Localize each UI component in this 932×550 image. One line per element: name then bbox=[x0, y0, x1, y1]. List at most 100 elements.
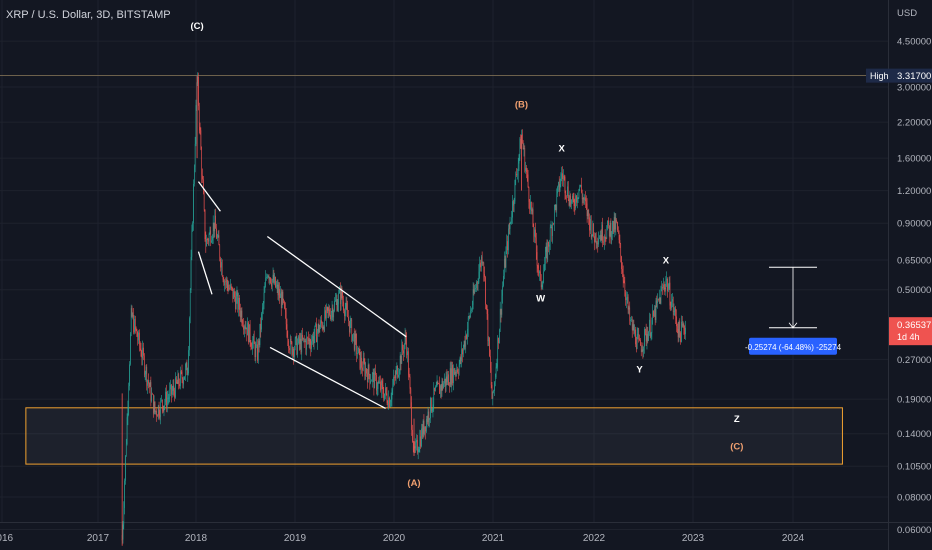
wave-label: (B) bbox=[515, 100, 528, 111]
measure-arrowhead bbox=[788, 322, 798, 329]
candle-body bbox=[474, 288, 476, 294]
candle-body bbox=[534, 229, 535, 237]
x-tick-label: 2020 bbox=[383, 533, 406, 544]
candle-body bbox=[617, 230, 619, 233]
candle-body bbox=[611, 234, 613, 239]
candle-body bbox=[445, 376, 447, 387]
candle-body bbox=[310, 344, 312, 349]
candle-body bbox=[209, 230, 211, 235]
candle-body bbox=[398, 374, 399, 378]
trendline[interactable] bbox=[266, 235, 407, 338]
candle-body bbox=[572, 196, 573, 200]
candle-body bbox=[125, 444, 127, 456]
candle-body bbox=[314, 325, 316, 337]
candle-body bbox=[174, 390, 175, 398]
candle-body bbox=[139, 332, 140, 345]
candle-body bbox=[533, 226, 535, 237]
candle-body bbox=[159, 415, 161, 417]
candle-body bbox=[666, 278, 667, 281]
candle-body bbox=[123, 507, 125, 525]
candle-body bbox=[338, 293, 339, 305]
candle-body bbox=[347, 308, 348, 318]
trendline[interactable] bbox=[197, 181, 221, 212]
candle-body bbox=[517, 174, 518, 176]
x-tick-label: 2016 bbox=[0, 533, 14, 544]
candle-body bbox=[317, 324, 319, 332]
candle-body bbox=[403, 344, 405, 354]
candle-body bbox=[230, 284, 232, 287]
candle-body bbox=[485, 277, 486, 305]
candle-body bbox=[579, 186, 581, 189]
y-tick-label: 0.90000 bbox=[897, 219, 931, 230]
candle-body bbox=[144, 373, 146, 375]
trendline[interactable] bbox=[269, 346, 386, 410]
candle-body bbox=[499, 329, 500, 344]
candle-body bbox=[308, 339, 310, 342]
candle-body bbox=[139, 344, 141, 349]
candle-body bbox=[609, 222, 611, 237]
candle-body bbox=[266, 276, 267, 278]
candle-body bbox=[197, 76, 198, 84]
candle-body bbox=[349, 320, 350, 333]
candle-body bbox=[412, 441, 414, 451]
candle-body bbox=[229, 287, 230, 289]
candle-body bbox=[461, 349, 462, 361]
candle-body bbox=[142, 347, 143, 359]
candle-body bbox=[613, 221, 614, 232]
candle-body bbox=[132, 315, 134, 317]
candle-body bbox=[134, 318, 136, 328]
candles bbox=[121, 72, 686, 546]
candle-body bbox=[563, 176, 564, 180]
candle-body bbox=[343, 301, 344, 311]
candle-body bbox=[613, 217, 615, 232]
candle-body bbox=[663, 284, 664, 289]
candle-body bbox=[384, 393, 385, 400]
candle-body bbox=[355, 333, 357, 338]
last-price-countdown: 1d 4h bbox=[897, 332, 920, 342]
candle-body bbox=[608, 220, 609, 226]
candle-body bbox=[421, 428, 423, 437]
candle-body bbox=[287, 336, 289, 341]
candle-body bbox=[227, 284, 229, 291]
candle-body bbox=[145, 366, 147, 374]
candle-body bbox=[453, 368, 454, 384]
symbol-title[interactable]: XRP / U.S. Dollar, 3D, BITSTAMP bbox=[6, 9, 171, 21]
candle-body bbox=[301, 335, 303, 353]
candle-body bbox=[516, 174, 517, 176]
candle-body bbox=[217, 235, 219, 237]
y-tick-label: 0.50000 bbox=[897, 285, 931, 296]
candle-body bbox=[290, 338, 292, 342]
candle-body bbox=[234, 291, 235, 298]
candle-body bbox=[590, 219, 591, 231]
candle-body bbox=[257, 344, 258, 361]
candle-body bbox=[626, 297, 627, 301]
candle-body bbox=[286, 324, 288, 337]
candle-body bbox=[305, 340, 307, 350]
candle-body bbox=[443, 383, 444, 389]
candle-body bbox=[315, 323, 316, 326]
candle-body bbox=[493, 390, 494, 392]
candle-body bbox=[165, 391, 166, 402]
candle-body bbox=[655, 300, 657, 320]
candle-body bbox=[566, 195, 567, 197]
x-tick-label: 2023 bbox=[682, 533, 705, 544]
candle-body bbox=[628, 307, 630, 310]
candle-body bbox=[508, 228, 509, 251]
candle-body bbox=[683, 324, 685, 330]
trendline[interactable] bbox=[197, 251, 213, 295]
candle-body bbox=[381, 381, 383, 385]
candle-body bbox=[519, 139, 521, 155]
candle-body bbox=[635, 329, 636, 345]
support-zone-box[interactable] bbox=[25, 407, 843, 465]
candle-body bbox=[606, 228, 608, 239]
candle-body bbox=[367, 364, 369, 383]
candle-body bbox=[432, 404, 434, 410]
candle-body bbox=[369, 374, 371, 384]
candle-body bbox=[416, 439, 417, 443]
candle-body bbox=[228, 287, 230, 291]
candle-body bbox=[351, 319, 353, 341]
candle-body bbox=[181, 371, 183, 379]
candle-body bbox=[331, 307, 333, 313]
